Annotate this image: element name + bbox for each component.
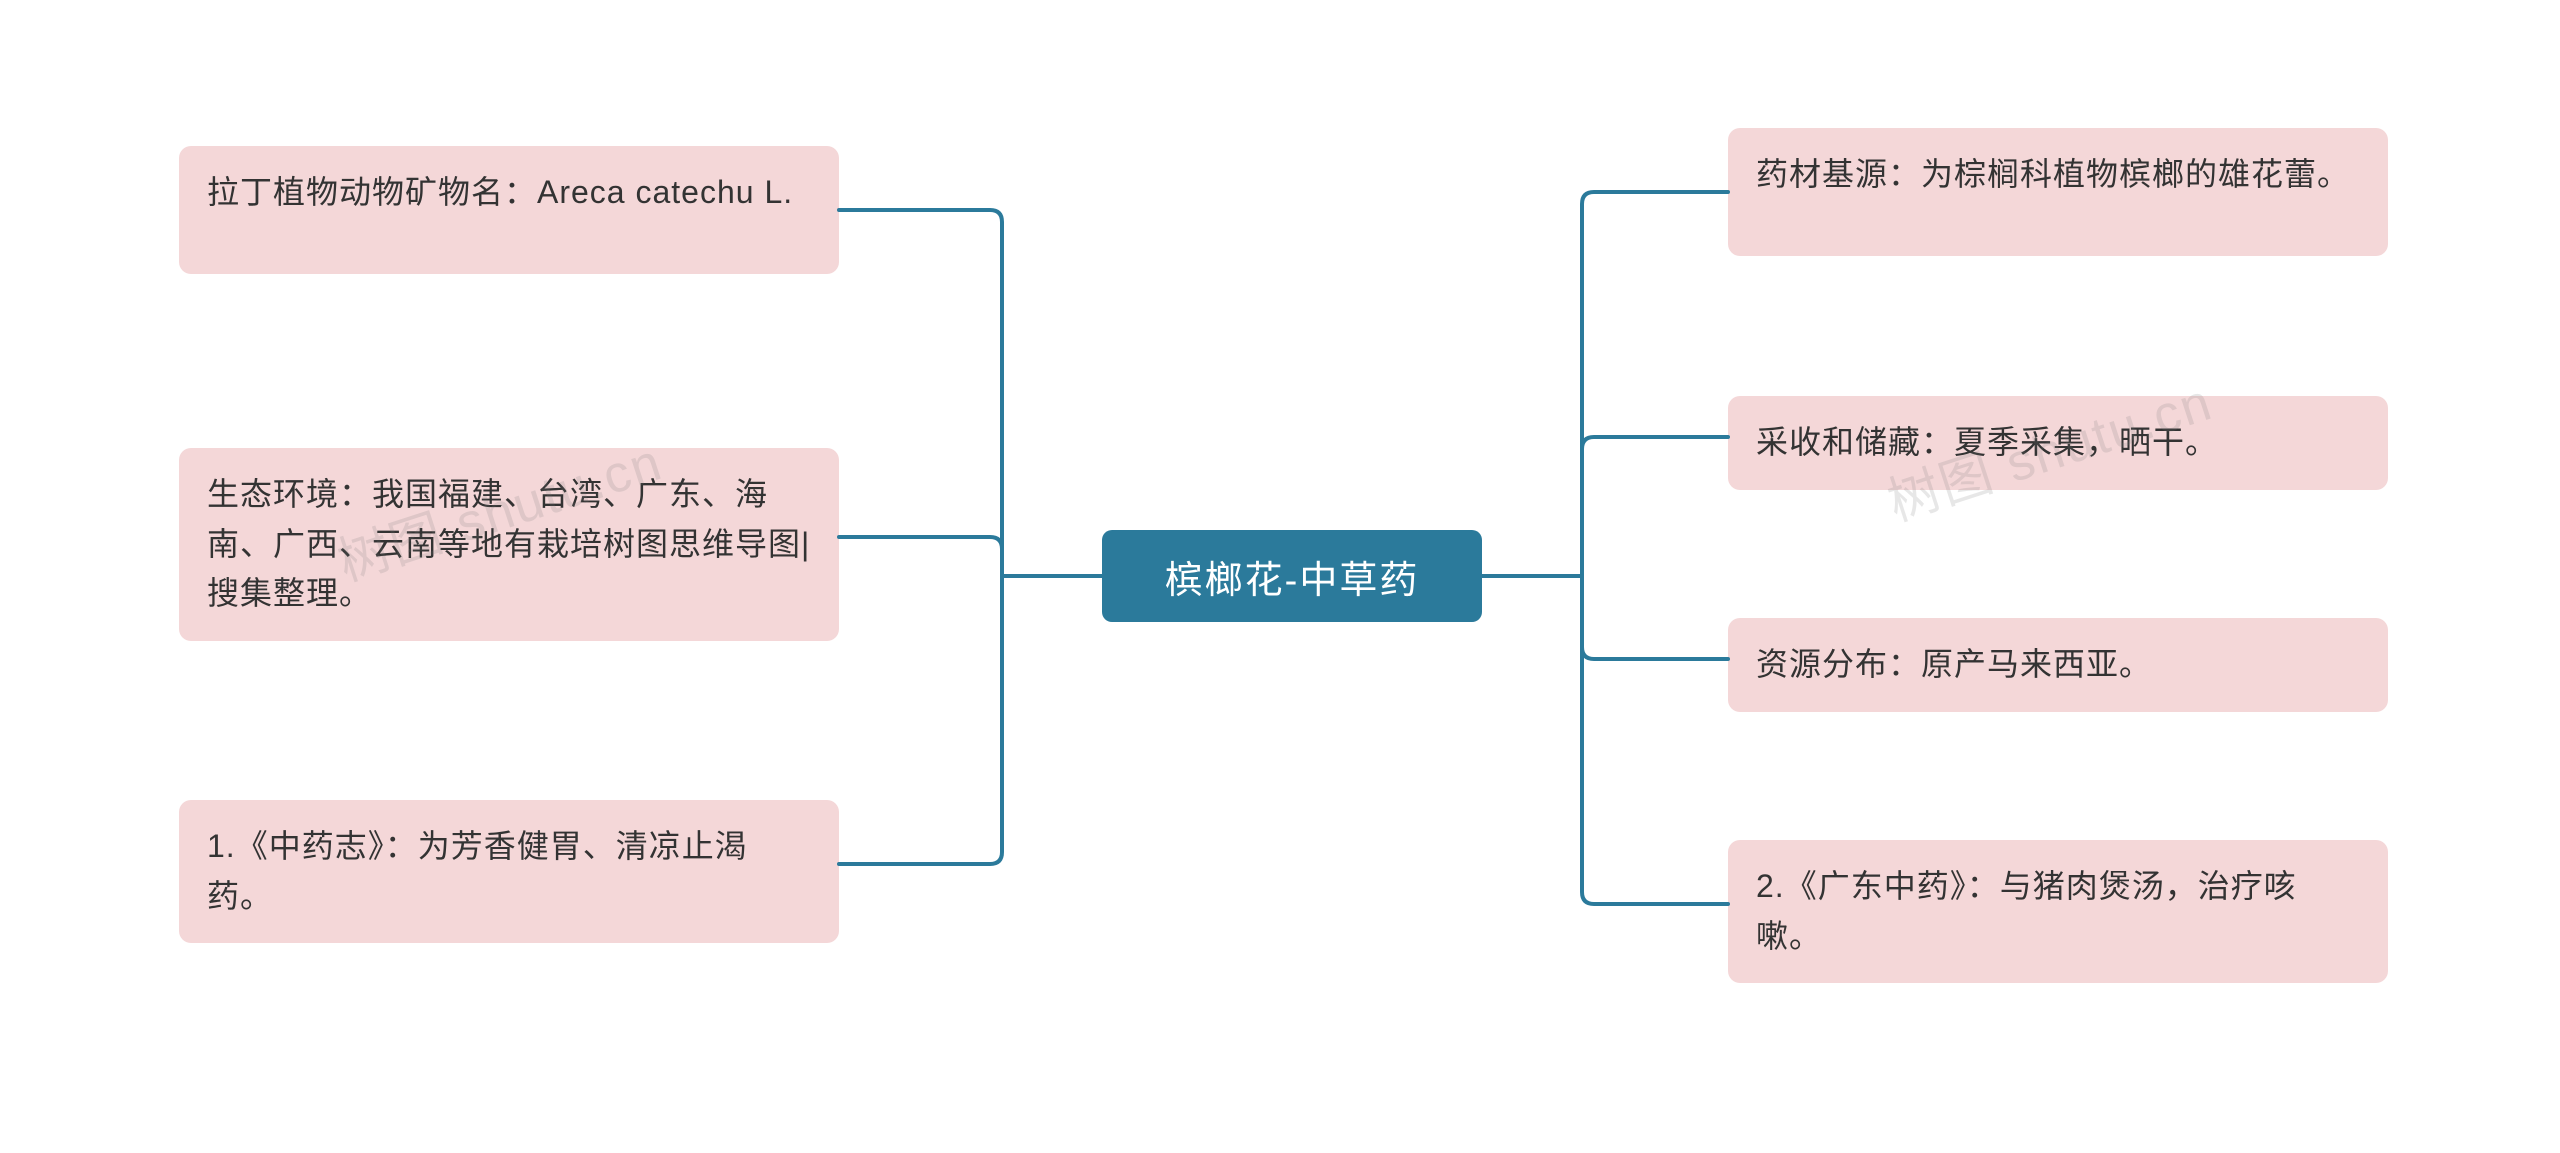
leaf-text: 药材基源：为棕榈科植物槟榔的雄花蕾。	[1756, 156, 2350, 192]
leaf-right-1: 药材基源：为棕榈科植物槟榔的雄花蕾。	[1728, 128, 2388, 256]
leaf-text: 2.《广东中药》：与猪肉煲汤，治疗咳嗽。	[1756, 868, 2297, 954]
leaf-text: 采收和储藏：夏季采集，晒干。	[1756, 424, 2218, 460]
leaf-right-2: 采收和储藏：夏季采集，晒干。	[1728, 396, 2388, 490]
leaf-left-1: 拉丁植物动物矿物名：Areca catechu L.	[179, 146, 839, 274]
center-label: 槟榔花-中草药	[1165, 549, 1420, 604]
leaf-right-4: 2.《广东中药》：与猪肉煲汤，治疗咳嗽。	[1728, 840, 2388, 983]
center-node: 槟榔花-中草药	[1102, 530, 1482, 622]
leaf-left-3: 1.《中药志》：为芳香健胃、清凉止渴药。	[179, 800, 839, 943]
leaf-left-2: 生态环境：我国福建、台湾、广东、海南、广西、云南等地有栽培树图思维导图|搜集整理…	[179, 448, 839, 641]
leaf-text: 拉丁植物动物矿物名：Areca catechu L.	[207, 174, 793, 210]
leaf-text: 资源分布：原产马来西亚。	[1756, 646, 2152, 682]
leaf-text: 1.《中药志》：为芳香健胃、清凉止渴药。	[207, 828, 748, 914]
leaf-right-3: 资源分布：原产马来西亚。	[1728, 618, 2388, 712]
leaf-text: 生态环境：我国福建、台湾、广东、海南、广西、云南等地有栽培树图思维导图|搜集整理…	[207, 476, 810, 611]
